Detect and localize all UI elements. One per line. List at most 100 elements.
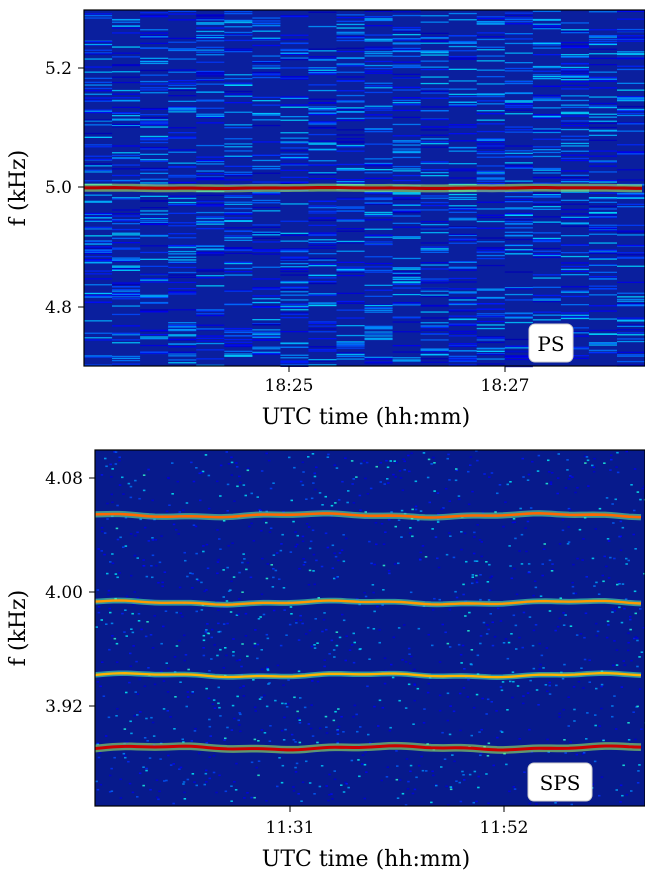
noise-streak [420, 172, 449, 174]
noise-streak [476, 143, 505, 145]
noise-speckle [473, 536, 476, 538]
noise-speckle [616, 583, 619, 586]
noise-streak [532, 206, 561, 208]
noise-streak [504, 345, 533, 347]
noise-speckle [252, 679, 255, 681]
noise-speckle [495, 710, 498, 712]
noise-speckle [535, 803, 538, 805]
noise-streak [336, 206, 365, 208]
noise-streak [196, 217, 225, 220]
noise-streak [588, 29, 617, 31]
noise-speckle [462, 774, 465, 776]
noise-streak [588, 180, 617, 182]
noise-streak [448, 332, 477, 334]
noise-streak [532, 221, 561, 223]
noise-speckle [521, 457, 524, 460]
noise-streak [336, 220, 365, 222]
noise-streak [476, 183, 505, 185]
noise-speckle [314, 618, 317, 620]
noise-speckle [383, 657, 387, 659]
noise-streak [392, 331, 421, 333]
noise-speckle [99, 783, 103, 786]
noise-speckle [615, 649, 619, 651]
noise-streak [448, 261, 477, 263]
noise-streak [168, 253, 197, 255]
noise-speckle [266, 637, 270, 640]
noise-speckle [504, 501, 507, 503]
noise-streak [420, 169, 449, 171]
noise-streak [252, 30, 281, 32]
noise-streak [168, 322, 197, 324]
noise-speckle [395, 750, 398, 752]
noise-speckle [594, 724, 597, 727]
noise-streak [224, 146, 253, 148]
noise-streak [280, 147, 309, 149]
noise-streak [617, 108, 645, 111]
noise-streak [224, 227, 253, 229]
noise-speckle [243, 797, 246, 799]
noise-streak [476, 257, 505, 260]
noise-streak [196, 179, 225, 181]
noise-speckle [401, 659, 404, 661]
noise-speckle [142, 474, 146, 476]
noise-streak [308, 217, 337, 219]
noise-speckle [225, 654, 228, 657]
noise-speckle [520, 533, 524, 536]
noise-speckle [204, 631, 208, 633]
noise-speckle [396, 797, 400, 799]
noise-streak [196, 314, 225, 317]
noise-speckle [533, 580, 537, 582]
noise-streak [308, 148, 337, 150]
noise-speckle [325, 785, 328, 787]
noise-streak [617, 151, 645, 153]
noise-streak [112, 298, 141, 300]
noise-streak [336, 347, 365, 349]
noise-streak [532, 70, 561, 72]
noise-speckle [266, 669, 270, 672]
noise-speckle [281, 702, 284, 705]
noise-streak [112, 260, 141, 262]
noise-streak [112, 259, 141, 261]
noise-streak [84, 226, 113, 228]
noise-streak [168, 353, 197, 355]
noise-speckle [611, 705, 614, 707]
noise-streak [196, 113, 225, 115]
noise-streak [252, 323, 281, 325]
noise-speckle [191, 572, 194, 575]
noise-streak [476, 83, 505, 85]
noise-speckle [222, 667, 226, 669]
noise-speckle [605, 636, 609, 639]
noise-speckle [131, 612, 134, 615]
noise-streak [420, 197, 449, 199]
noise-speckle [471, 490, 474, 493]
noise-streak [420, 66, 449, 68]
noise-streak [224, 196, 253, 198]
noise-streak [140, 148, 169, 150]
noise-speckle [313, 793, 316, 795]
noise-speckle [190, 461, 193, 464]
noise-streak [420, 282, 449, 284]
noise-speckle [431, 644, 434, 647]
noise-speckle [386, 466, 390, 469]
noise-streak [84, 294, 113, 297]
noise-streak [196, 49, 225, 51]
noise-streak [280, 163, 309, 165]
noise-streak [252, 331, 281, 333]
noise-speckle [454, 479, 458, 482]
noise-streak [364, 105, 393, 107]
noise-speckle [518, 550, 521, 552]
noise-streak [112, 266, 141, 269]
noise-streak [252, 206, 281, 209]
noise-streak [476, 324, 505, 326]
noise-streak [448, 205, 477, 207]
noise-streak [364, 67, 393, 70]
noise-streak [420, 118, 449, 121]
noise-streak [364, 335, 393, 337]
noise-speckle [463, 532, 467, 535]
noise-streak [448, 147, 477, 149]
noise-streak [308, 164, 337, 166]
noise-speckle [416, 687, 420, 690]
noise-speckle [431, 609, 435, 611]
noise-speckle [208, 725, 212, 728]
noise-speckle [231, 704, 235, 707]
